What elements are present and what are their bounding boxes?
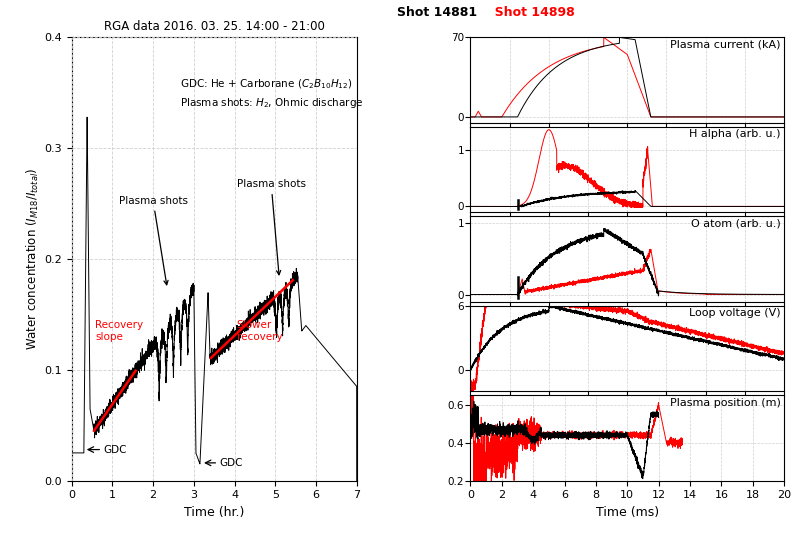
Y-axis label: Water concentration ($I_{M18}/I_{total}$): Water concentration ($I_{M18}/I_{total}$… (25, 168, 41, 350)
Text: Slower
recovery: Slower recovery (236, 320, 283, 342)
Text: Shot 14881: Shot 14881 (396, 6, 486, 19)
Text: GDC: GDC (219, 458, 243, 468)
X-axis label: Time (hr.): Time (hr.) (184, 506, 244, 519)
Text: Recovery
slope: Recovery slope (96, 320, 143, 342)
Text: O atom (arb. u.): O atom (arb. u.) (691, 219, 781, 229)
Text: GDC: GDC (103, 445, 127, 454)
Text: Plasma position (m): Plasma position (m) (670, 398, 781, 408)
Text: Loop voltage (V): Loop voltage (V) (689, 309, 781, 318)
Text: GDC: He + Carborane ($C_2B_{10}H_{12}$)
Plasma shots: $H_2$, Ohmic discharge: GDC: He + Carborane ($C_2B_{10}H_{12}$) … (180, 77, 364, 110)
Text: Shot 14898: Shot 14898 (486, 6, 574, 19)
Title: RGA data 2016. 03. 25. 14:00 - 21:00: RGA data 2016. 03. 25. 14:00 - 21:00 (103, 20, 325, 34)
X-axis label: Time (ms): Time (ms) (595, 506, 659, 519)
Text: Plasma current (kA): Plasma current (kA) (670, 40, 781, 50)
Text: H alpha (arb. u.): H alpha (arb. u.) (689, 129, 781, 139)
Text: Plasma shots: Plasma shots (119, 195, 188, 285)
Text: Plasma shots: Plasma shots (236, 179, 306, 275)
